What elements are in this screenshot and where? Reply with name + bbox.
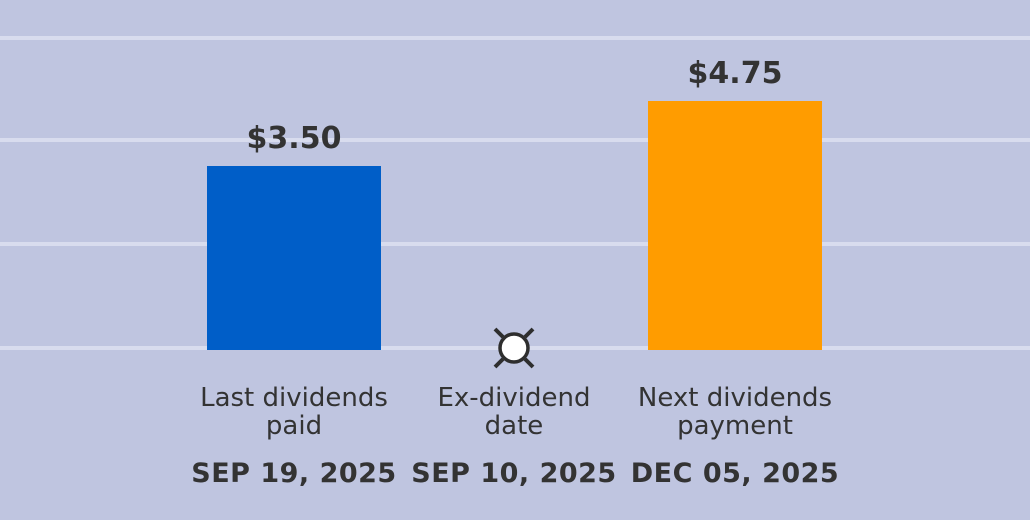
value-label-2: $4.75 [688, 56, 783, 91]
category-label-1-line-1: date [485, 411, 544, 441]
marker-tick-3 [523, 357, 535, 369]
marker-tick-1 [523, 327, 535, 339]
date-label-2: DEC 05, 2025 [631, 458, 839, 489]
category-label-1-line-0: Ex-dividend [437, 383, 590, 413]
value-label-0: $3.50 [247, 121, 342, 156]
bar-2 [648, 101, 822, 350]
gridlines [0, 36, 1030, 350]
bars [207, 101, 822, 369]
category-label-0-line-0: Last dividends [200, 383, 388, 413]
marker-circle [498, 332, 530, 364]
date-label-1: SEP 10, 2025 [411, 458, 616, 489]
date-label-0: SEP 19, 2025 [191, 458, 396, 489]
category-label-0-line-1: paid [266, 411, 322, 441]
marker-tick-0 [493, 327, 505, 339]
category-label-2-line-0: Next dividends [638, 383, 832, 413]
ex-dividend-marker [493, 327, 535, 369]
marker-tick-2 [493, 357, 505, 369]
bar-0 [207, 166, 381, 350]
category-label-2-line-1: payment [677, 411, 793, 441]
